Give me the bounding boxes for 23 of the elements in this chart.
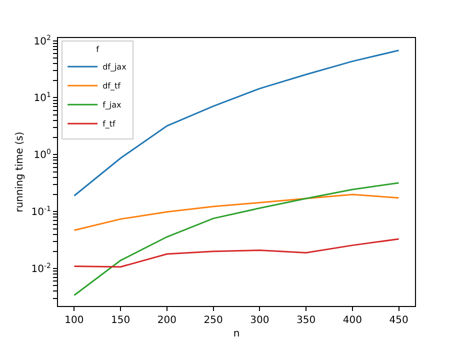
y-tick-label: 10$^{0}$ — [34, 148, 51, 162]
legend-label: df_jax — [102, 62, 127, 72]
y-tick-label: 10$^{1}$ — [34, 91, 51, 104]
y-tick-label: 10$^{-2}$ — [31, 262, 51, 276]
x-tick-label: 250 — [204, 315, 223, 326]
legend-label: f_jax — [102, 100, 122, 110]
x-axis-title: n — [233, 328, 240, 340]
x-tick-label: 400 — [342, 315, 362, 326]
legend-title: f — [96, 45, 100, 54]
y-tick-label: 10$^{2}$ — [34, 34, 51, 48]
x-tick-label: 150 — [111, 315, 130, 326]
x-tick-label: 300 — [250, 315, 270, 326]
line-series — [73, 194, 400, 232]
x-tick-label: 450 — [389, 315, 408, 326]
line-series — [73, 238, 400, 268]
x-tick-label: 200 — [157, 315, 176, 326]
line-series — [73, 182, 400, 296]
legend-label: df_tf — [102, 82, 121, 91]
y-tick-label: 10$^{-1}$ — [31, 204, 51, 218]
legend-label: f_tf — [102, 120, 116, 129]
x-tick-label: 350 — [296, 315, 316, 326]
x-tick-label: 100 — [64, 315, 84, 326]
y-axis-title: running time (s) — [14, 132, 26, 212]
